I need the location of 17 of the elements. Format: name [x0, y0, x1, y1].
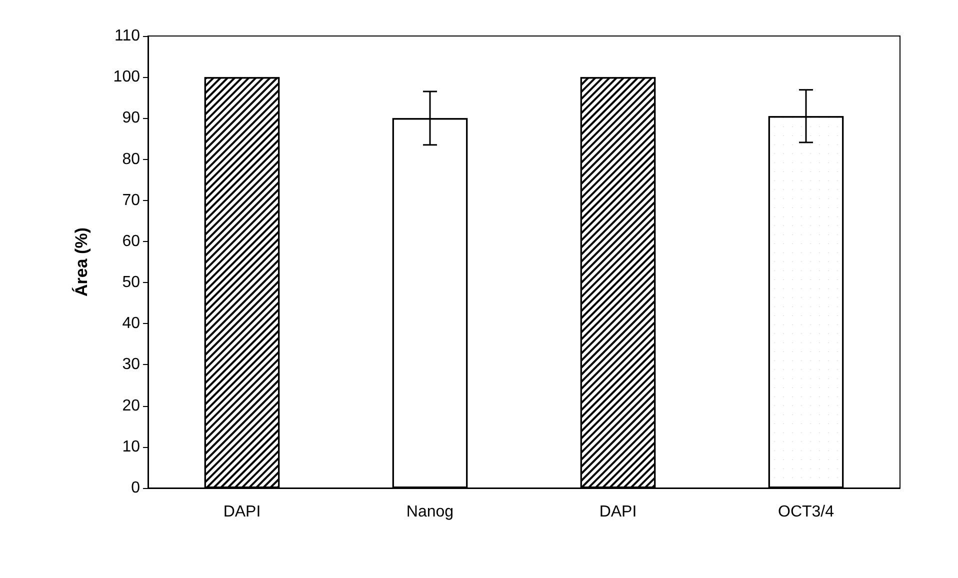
x-tick-label: Nanog [406, 504, 454, 520]
y-tick-label: 40 [122, 315, 140, 332]
y-axis-title: Área (%) [71, 228, 91, 296]
y-tick-label: 0 [131, 480, 140, 496]
y-tick-label: 70 [122, 192, 140, 209]
x-tick-label: DAPI [599, 504, 637, 520]
y-tick-label: 110 [114, 28, 140, 44]
y-tick-label: 20 [122, 397, 140, 414]
y-tick-label: 60 [122, 232, 140, 250]
y-tick-label: 80 [122, 150, 140, 168]
y-tick-label: 10 [122, 438, 140, 456]
x-tick-label: DAPI [223, 504, 261, 520]
x-tick-label: OCT3/4 [778, 504, 834, 520]
y-tick-label: 90 [122, 110, 140, 127]
y-tick-label: 100 [113, 68, 140, 86]
y-tick-label: 50 [122, 274, 140, 292]
y-tick-label: 30 [122, 356, 140, 374]
